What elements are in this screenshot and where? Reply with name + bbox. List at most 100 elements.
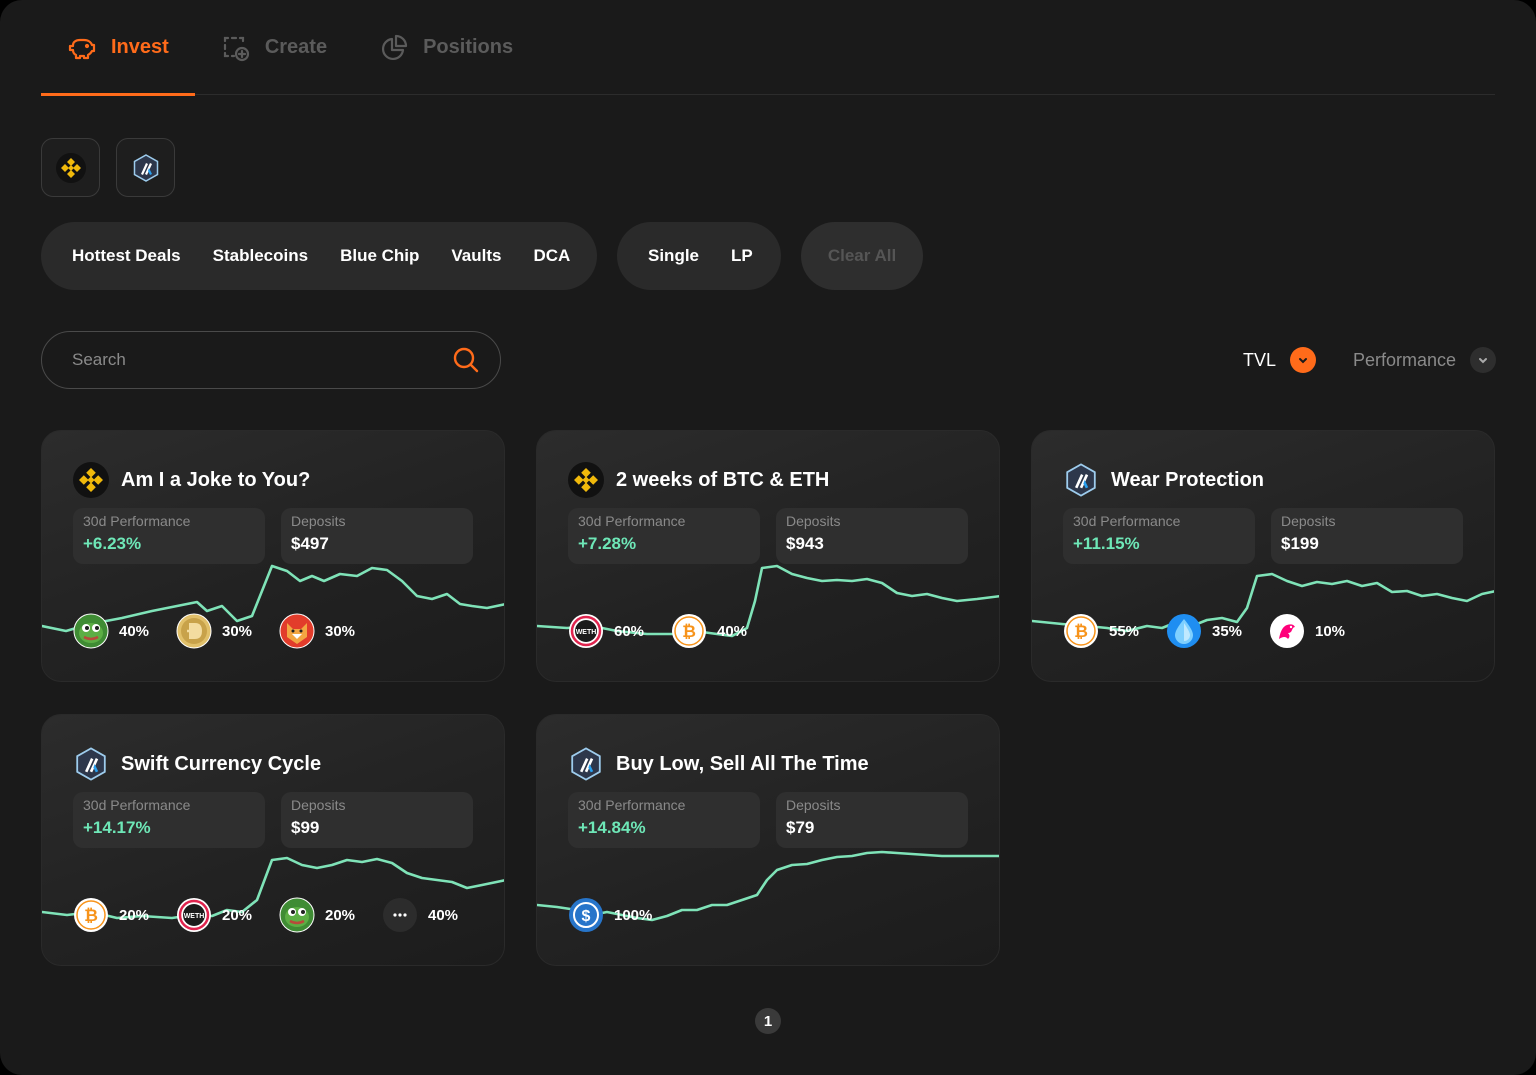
asset-item: ₿ 40%	[671, 613, 747, 649]
asset-item: WETH 60%	[568, 613, 644, 649]
arbitrum-icon	[1063, 462, 1099, 498]
asset-percentage: 60%	[614, 622, 645, 640]
performance-label: 30d Performance	[83, 513, 191, 529]
bitcoin-icon: ₿	[73, 897, 109, 933]
card-title: Am I a Joke to You?	[121, 468, 311, 491]
chain-filter	[41, 138, 175, 197]
tab-bar: Invest Create Positions	[41, 0, 1495, 96]
asset-item: ₿ 20%	[73, 897, 149, 933]
performance-sparkline	[42, 856, 504, 920]
deposits-label: Deposits	[786, 797, 841, 813]
asset-item: 40%	[73, 613, 149, 649]
asset-item: 40%	[382, 897, 458, 933]
deposits-stat: Deposits $199	[1271, 508, 1463, 564]
card-header: Buy Low, Sell All The Time	[568, 746, 869, 782]
strategy-card[interactable]: Buy Low, Sell All The Time 30d Performanc…	[536, 714, 1000, 966]
deposits-label: Deposits	[786, 513, 841, 529]
performance-stat: 30d Performance +14.17%	[73, 792, 265, 848]
performance-sparkline	[42, 564, 504, 633]
asset-percentage: 30%	[222, 622, 253, 640]
shiba-icon	[279, 613, 315, 649]
tab-invest-label: Invest	[111, 36, 169, 58]
pepe-icon	[73, 613, 109, 649]
deposits-stat: Deposits $943	[776, 508, 968, 564]
deposits-value: $99	[291, 818, 320, 837]
asset-percentage: 30%	[325, 622, 356, 640]
arbitrum-icon	[133, 153, 158, 182]
tab-positions[interactable]: Positions	[353, 0, 539, 95]
filter-blue-chip[interactable]: Blue Chip	[340, 246, 420, 265]
create-icon	[223, 36, 249, 61]
filter-single[interactable]: Single	[648, 246, 700, 265]
performance-label: 30d Performance	[83, 797, 191, 813]
category-filter-group: Hottest Deals Stablecoins Blue Chip Vaul…	[41, 222, 597, 290]
weth-icon: WETH	[568, 613, 604, 649]
filter-vaults[interactable]: Vaults	[451, 246, 502, 265]
bnb-chain-icon	[55, 152, 86, 183]
deposits-stat: Deposits $497	[281, 508, 473, 564]
pagination-page-button[interactable]: 1	[755, 1008, 781, 1034]
performance-label: 30d Performance	[578, 513, 686, 529]
deposits-label: Deposits	[291, 797, 346, 813]
asset-item: WETH 20%	[176, 897, 252, 933]
filter-stablecoins[interactable]: Stablecoins	[212, 246, 309, 265]
deposits-label: Deposits	[1281, 513, 1336, 529]
tab-create[interactable]: Create	[195, 0, 353, 95]
card-title: 2 weeks of BTC & ETH	[616, 468, 830, 491]
tab-positions-label: Positions	[423, 36, 514, 58]
strategy-card[interactable]: 2 weeks of BTC & ETH 30d Performance +7.28…	[536, 430, 1000, 682]
card-header: 2 weeks of BTC & ETH	[568, 462, 829, 498]
sort-performance[interactable]: Performance	[1353, 346, 1497, 374]
card-header: Swift Currency Cycle	[73, 746, 321, 782]
performance-value: +6.23%	[83, 534, 142, 553]
deposits-value: $497	[291, 534, 329, 553]
chain-button-arbitrum[interactable]	[116, 138, 175, 197]
bnb-chain-icon	[568, 462, 604, 498]
card-title: Wear Protection	[1111, 468, 1264, 491]
asset-item: 35%	[1166, 613, 1242, 649]
tab-invest[interactable]: Invest	[41, 0, 195, 96]
tab-create-label: Create	[264, 36, 328, 58]
asset-percentage: 20%	[325, 906, 356, 924]
strategy-card[interactable]: Am I a Joke to You? 30d Performance +6.23%…	[41, 430, 505, 682]
filter-lp[interactable]: LP	[731, 246, 753, 265]
filter-hottest-deals[interactable]: Hottest Deals	[72, 246, 181, 265]
bitcoin-icon: ₿	[1063, 613, 1099, 649]
more-icon	[382, 897, 418, 933]
clear-all-button[interactable]: Clear All	[801, 222, 923, 290]
bitcoin-icon: ₿	[671, 613, 707, 649]
asset-item: 20%	[279, 897, 355, 933]
chevron-down-icon	[1470, 347, 1497, 373]
asset-item: 30%	[176, 613, 252, 649]
card-title: Buy Low, Sell All The Time	[616, 752, 869, 775]
chevron-down-icon	[1290, 347, 1317, 373]
card-title: Swift Currency Cycle	[121, 752, 322, 775]
water-drop-icon	[1166, 613, 1202, 649]
strategy-card[interactable]: Wear Protection 30d Performance +11.15% Dep…	[1031, 430, 1495, 682]
search-input[interactable]	[72, 350, 452, 370]
asset-percentage: 40%	[428, 906, 459, 924]
asset-percentage: 20%	[119, 906, 150, 924]
performance-label: 30d Performance	[1073, 513, 1181, 529]
doge-icon	[176, 613, 212, 649]
deposits-value: $199	[1281, 534, 1319, 553]
performance-stat: 30d Performance +11.15%	[1063, 508, 1255, 564]
performance-label: 30d Performance	[578, 797, 686, 813]
performance-sparkline	[537, 564, 999, 638]
asset-percentage: 20%	[222, 906, 253, 924]
deposits-value: $79	[786, 818, 815, 837]
svg-text:₿: ₿	[1074, 622, 1088, 641]
arbitrum-icon	[73, 746, 109, 782]
type-filter-group: Single LP	[617, 222, 781, 290]
performance-sparkline	[537, 850, 999, 922]
filter-dca[interactable]: DCA	[533, 246, 571, 265]
pie-chart-icon	[382, 34, 408, 60]
asset-percentage: 35%	[1212, 622, 1243, 640]
performance-value: +14.84%	[578, 818, 646, 837]
svg-text:₿: ₿	[84, 906, 98, 925]
piggy-bank-icon	[68, 38, 96, 59]
chain-button-bnb[interactable]	[41, 138, 100, 197]
sort-tvl[interactable]: TVL	[1243, 346, 1317, 374]
search-icon[interactable]	[452, 346, 480, 374]
strategy-card[interactable]: Swift Currency Cycle 30d Performance +14.1…	[41, 714, 505, 966]
